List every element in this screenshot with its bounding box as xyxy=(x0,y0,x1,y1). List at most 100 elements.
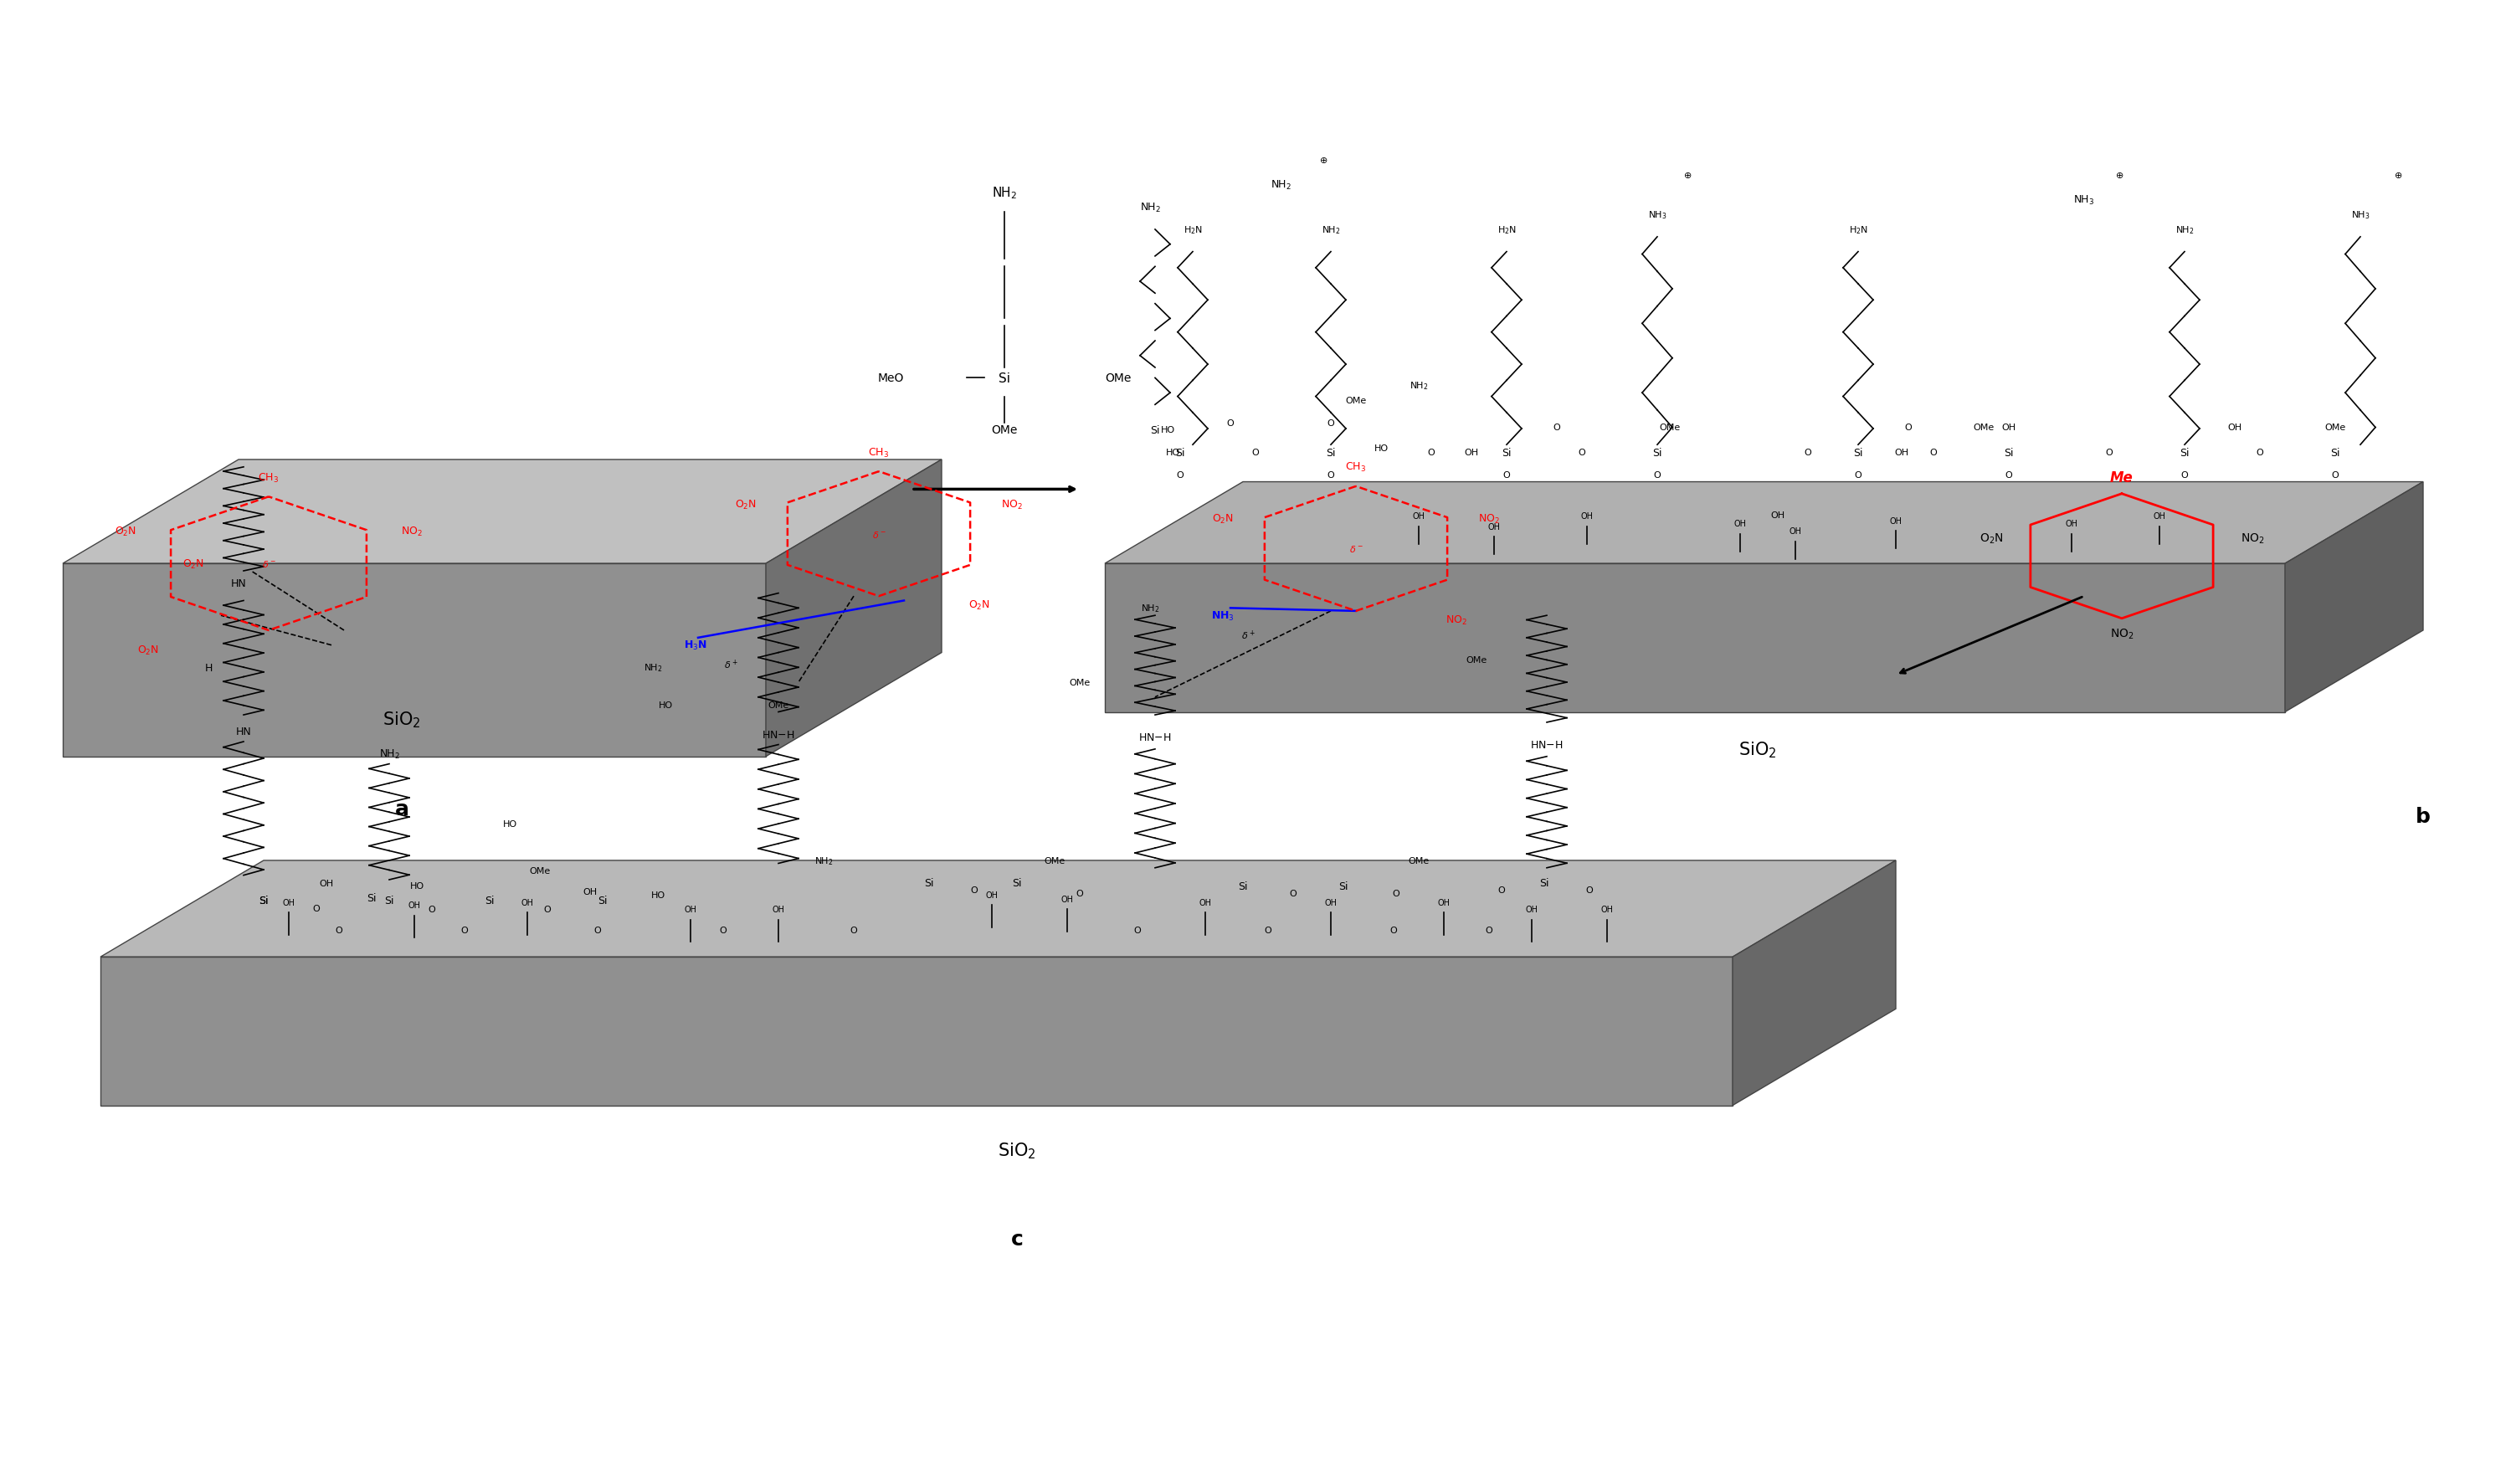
Text: CH$_3$: CH$_3$ xyxy=(259,472,279,484)
Text: O: O xyxy=(2107,448,2112,457)
Text: O$_2$N: O$_2$N xyxy=(969,600,989,611)
Text: O: O xyxy=(1077,889,1082,898)
Text: OH: OH xyxy=(1602,905,1612,914)
Text: O: O xyxy=(1394,889,1399,898)
Text: O: O xyxy=(462,926,467,935)
Text: SiO$_2$: SiO$_2$ xyxy=(1738,739,1778,760)
Text: NO$_2$: NO$_2$ xyxy=(1479,513,1499,525)
Text: OH: OH xyxy=(319,879,334,887)
Text: OH: OH xyxy=(1893,448,1908,457)
Polygon shape xyxy=(100,861,1896,957)
Text: OMe: OMe xyxy=(1105,372,1130,384)
Text: O: O xyxy=(1135,926,1140,935)
Text: NH$_2$: NH$_2$ xyxy=(643,662,663,674)
Text: O: O xyxy=(1856,470,1861,479)
Text: NH$_2$: NH$_2$ xyxy=(1140,603,1160,614)
Polygon shape xyxy=(63,564,766,757)
Text: HO: HO xyxy=(502,819,517,828)
Text: O: O xyxy=(2333,470,2338,479)
Polygon shape xyxy=(63,460,942,564)
Text: OH: OH xyxy=(2227,423,2242,432)
Text: HO: HO xyxy=(1160,426,1175,435)
Text: $\oplus$: $\oplus$ xyxy=(2393,171,2403,180)
Text: Si: Si xyxy=(1853,447,1863,459)
Text: O: O xyxy=(1328,418,1333,427)
Text: O: O xyxy=(2257,448,2262,457)
Text: b: b xyxy=(2416,806,2431,827)
Text: O: O xyxy=(1931,448,1936,457)
Text: HN$-$H: HN$-$H xyxy=(1529,739,1564,751)
Text: CH$_3$: CH$_3$ xyxy=(869,447,889,459)
Text: $\oplus$: $\oplus$ xyxy=(2114,171,2124,180)
Text: SiO$_2$: SiO$_2$ xyxy=(997,1140,1037,1160)
Text: SiO$_2$: SiO$_2$ xyxy=(382,709,422,730)
Text: Si: Si xyxy=(1150,424,1160,436)
Text: Si: Si xyxy=(259,895,269,907)
Text: NH$_2$: NH$_2$ xyxy=(814,855,834,867)
Text: O: O xyxy=(1655,470,1660,479)
Polygon shape xyxy=(766,460,942,757)
Text: $\delta^-$: $\delta^-$ xyxy=(1348,545,1363,554)
Text: OMe: OMe xyxy=(1660,423,1680,432)
Text: O: O xyxy=(721,926,726,935)
Text: $\delta^-$: $\delta^-$ xyxy=(871,530,886,539)
Text: $\oplus$: $\oplus$ xyxy=(1318,156,1328,165)
Text: OH: OH xyxy=(1436,898,1449,907)
Text: HO: HO xyxy=(658,700,673,709)
Text: H$_3$N: H$_3$N xyxy=(683,640,708,651)
Text: CH$_3$: CH$_3$ xyxy=(1346,462,1366,473)
Text: O: O xyxy=(2006,470,2011,479)
Text: O: O xyxy=(1178,470,1183,479)
Text: OMe: OMe xyxy=(1346,396,1366,405)
Text: O: O xyxy=(1906,423,1911,432)
Polygon shape xyxy=(1733,861,1896,1106)
Text: OH: OH xyxy=(984,890,997,899)
Text: NH$_2$: NH$_2$ xyxy=(1271,180,1291,191)
Text: MeO: MeO xyxy=(879,372,904,384)
Text: Me: Me xyxy=(2109,470,2134,485)
Text: Si: Si xyxy=(485,895,495,907)
Text: a: a xyxy=(394,798,409,819)
Text: Si: Si xyxy=(1338,880,1348,892)
Text: O: O xyxy=(1499,886,1504,895)
Polygon shape xyxy=(1105,564,2285,712)
Text: HN$-$H: HN$-$H xyxy=(761,729,796,741)
Text: OH: OH xyxy=(1060,895,1075,904)
Text: Si: Si xyxy=(1539,877,1549,889)
Text: HO: HO xyxy=(1374,444,1389,453)
Text: O: O xyxy=(2182,470,2187,479)
Text: NH$_3$: NH$_3$ xyxy=(1210,610,1235,622)
Text: O: O xyxy=(1805,448,1810,457)
Text: OMe: OMe xyxy=(1974,423,1994,432)
Text: OH: OH xyxy=(1888,516,1903,525)
Text: Si: Si xyxy=(924,877,934,889)
Text: $\delta^-$: $\delta^-$ xyxy=(261,559,276,568)
Text: HN: HN xyxy=(236,726,251,738)
Text: O$_2$N: O$_2$N xyxy=(183,558,203,570)
Text: OH: OH xyxy=(1464,448,1479,457)
Text: HO: HO xyxy=(1165,448,1180,457)
Text: NH$_2$: NH$_2$ xyxy=(1409,380,1429,392)
Text: NH$_3$: NH$_3$ xyxy=(2350,209,2370,221)
Text: O: O xyxy=(595,926,600,935)
Text: OH: OH xyxy=(583,887,598,896)
Text: NH$_2$: NH$_2$ xyxy=(379,748,399,760)
Text: NO$_2$: NO$_2$ xyxy=(2240,531,2265,546)
Text: H$_2$N: H$_2$N xyxy=(1183,224,1203,236)
Text: HO: HO xyxy=(650,890,665,899)
Text: O: O xyxy=(429,905,434,914)
Text: Si: Si xyxy=(1502,447,1512,459)
Text: O: O xyxy=(1291,889,1296,898)
Text: Si: Si xyxy=(259,895,269,907)
Text: O: O xyxy=(1587,886,1592,895)
Text: OH: OH xyxy=(1487,522,1502,531)
Text: H$_2$N: H$_2$N xyxy=(1848,224,1868,236)
Text: O$_2$N: O$_2$N xyxy=(116,525,136,537)
Text: OMe: OMe xyxy=(1409,856,1429,865)
Text: OMe: OMe xyxy=(768,700,788,709)
Text: Si: Si xyxy=(384,895,394,907)
Text: OH: OH xyxy=(1770,510,1785,519)
Text: HO: HO xyxy=(409,881,424,890)
Text: $\oplus$: $\oplus$ xyxy=(1682,171,1692,180)
Text: NH$_2$: NH$_2$ xyxy=(992,186,1017,200)
